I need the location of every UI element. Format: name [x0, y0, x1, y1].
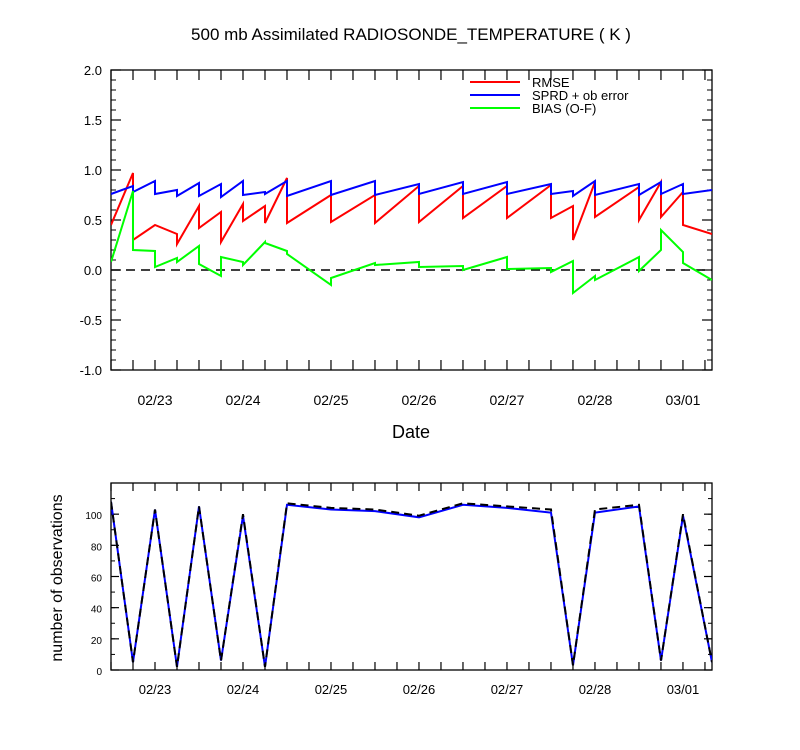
bottom-series-total [111, 501, 712, 668]
top-ytick-label: 0.0 [84, 263, 102, 278]
bottom-xtick-label: 02/27 [491, 682, 524, 697]
top-legend-label: BIAS (O-F) [532, 101, 596, 116]
top-plot-frame [110, 69, 713, 371]
top-ytick-label: -0.5 [80, 313, 102, 328]
top-series-sprd-ob-error [111, 179, 712, 199]
top-legend-label: RMSE [532, 75, 570, 90]
top-legend-label: SPRD + ob error [532, 88, 629, 103]
top-xtick-label: 03/01 [665, 392, 700, 408]
top-chart-title: 500 mb Assimilated RADIOSONDE_TEMPERATUR… [191, 25, 631, 44]
top-xtick-label: 02/27 [489, 392, 524, 408]
bottom-ytick-label: 0 [96, 667, 102, 678]
top-ytick-label: 2.0 [84, 63, 102, 78]
top-chart-xlabel: Date [392, 422, 430, 442]
bottom-ytick-label: 60 [91, 574, 103, 585]
bottom-plot-frame [110, 482, 713, 671]
bottom-xtick-label: 02/26 [403, 682, 436, 697]
top-series-bias-o-f [111, 190, 712, 296]
top-xtick-label: 02/23 [137, 392, 172, 408]
top-xtick-label: 02/24 [225, 392, 260, 408]
bottom-ytick-label: 20 [91, 636, 103, 647]
top-ytick-label: 1.0 [84, 163, 102, 178]
top-xtick-label: 02/28 [577, 392, 612, 408]
top-xtick-label: 02/25 [313, 392, 348, 408]
bottom-xtick-label: 02/25 [315, 682, 348, 697]
bottom-ytick-label: 80 [91, 542, 103, 553]
bottom-ytick-label: 40 [91, 605, 103, 616]
top-xtick-label: 02/26 [401, 392, 436, 408]
top-ytick-label: 0.5 [84, 213, 102, 228]
top-ytick-label: -1.0 [80, 363, 102, 378]
bottom-xtick-label: 02/24 [227, 682, 260, 697]
top-series-rmse [111, 172, 712, 248]
bottom-xtick-label: 03/01 [667, 682, 700, 697]
bottom-xtick-label: 02/23 [139, 682, 172, 697]
bottom-series-assimilated [111, 501, 712, 668]
bottom-ytick-label: 100 [85, 511, 102, 522]
bottom-xtick-label: 02/28 [579, 682, 612, 697]
bottom-chart-ylabel: number of observations [49, 494, 66, 661]
top-ytick-label: 1.5 [84, 113, 102, 128]
